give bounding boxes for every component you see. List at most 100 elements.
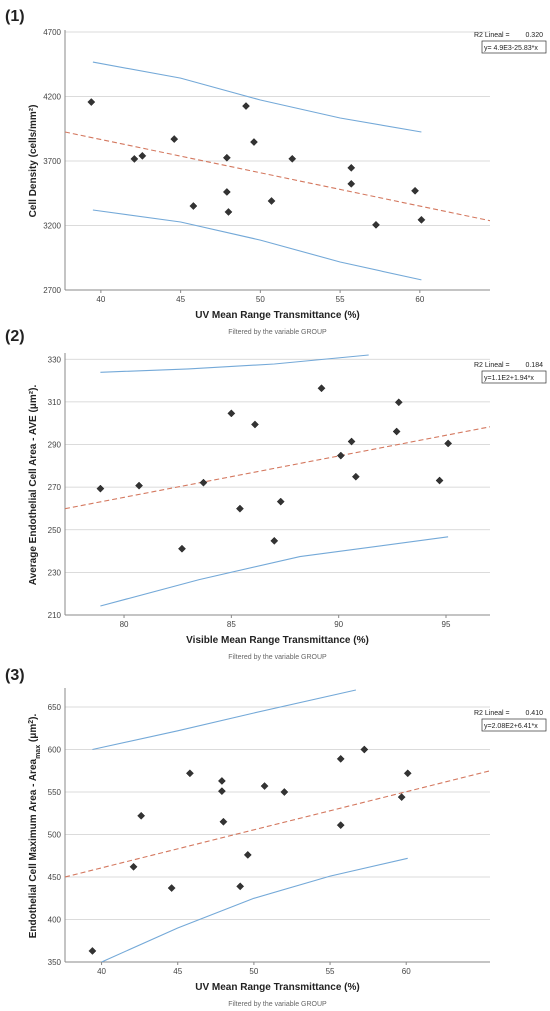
- point: [222, 188, 231, 196]
- point: [317, 384, 326, 393]
- point: [222, 153, 231, 162]
- point: [199, 478, 208, 487]
- x-axis-label: Visible Mean Range Transmittance (%): [186, 635, 369, 646]
- y-tick-label: 650: [48, 703, 62, 712]
- y-axis-label: Endothelial Cell Maximum Area - Areamax …: [28, 714, 42, 939]
- x-tick-label: 55: [336, 295, 345, 304]
- x-tick-label: 60: [415, 295, 424, 304]
- x-tick-label: 85: [227, 620, 236, 629]
- x-tick-label: 90: [334, 620, 343, 629]
- ci-lower-curve: [92, 209, 422, 281]
- y-axis-label-part: Average Endothelial Cell Area - AVE (μm²…: [28, 385, 39, 586]
- point: [411, 186, 419, 195]
- y-axis-label-part: ).: [28, 714, 39, 720]
- y-tick-label: 250: [48, 526, 62, 535]
- point: [260, 782, 269, 790]
- point: [267, 197, 276, 205]
- panel-label: (1): [5, 8, 25, 25]
- x-axis-label: UV Mean Range Transmittance (%): [195, 982, 359, 993]
- x-tick-label: 80: [120, 620, 129, 629]
- point: [251, 420, 259, 429]
- equation: y=1.1E2+1.94*x: [484, 375, 534, 382]
- x-tick-label: 95: [442, 620, 451, 629]
- equation-box: [481, 370, 547, 384]
- point: [227, 409, 236, 418]
- y-axis-label-part: max: [35, 745, 42, 759]
- y-axis-label: Cell Density (cells/mm²): [28, 105, 39, 218]
- r2-value: 0.320: [525, 32, 543, 39]
- point: [242, 102, 250, 110]
- ci-lower-curve: [100, 536, 449, 607]
- point: [218, 787, 226, 796]
- x-tick-label: 55: [326, 967, 335, 976]
- fit-line: [65, 770, 490, 878]
- point: [96, 484, 105, 493]
- ci-lower-curve: [101, 857, 408, 962]
- x-tick-label: 45: [176, 295, 185, 304]
- point: [88, 947, 97, 955]
- y-tick-label: 310: [48, 398, 62, 407]
- y-tick-label: 450: [48, 873, 62, 882]
- y-tick-label: 210: [48, 611, 62, 620]
- point: [276, 497, 285, 506]
- equation-box: [481, 718, 547, 732]
- y-axis-label: Average Endothelial Cell Area - AVE (μm²…: [28, 385, 39, 586]
- x-tick-label: 60: [402, 967, 411, 976]
- y-tick-label: 4700: [43, 28, 61, 37]
- point: [167, 884, 176, 892]
- y-tick-label: 3200: [43, 222, 61, 231]
- point: [218, 777, 226, 785]
- point: [236, 882, 245, 891]
- y-tick-label: 230: [48, 568, 62, 577]
- y-tick-label: 270: [48, 483, 62, 492]
- point: [351, 472, 360, 481]
- x-tick-label: 50: [256, 295, 265, 304]
- point: [224, 208, 233, 216]
- y-tick-label: 330: [48, 355, 62, 364]
- point: [372, 220, 380, 229]
- point: [178, 544, 186, 553]
- point: [392, 427, 401, 436]
- point: [170, 135, 179, 143]
- y-tick-label: 290: [48, 441, 62, 450]
- r2-label: R2 Lineal =: [474, 32, 510, 39]
- note: Filtered by the variable GROUP: [228, 654, 327, 661]
- point: [336, 754, 345, 763]
- point: [347, 163, 356, 172]
- point: [219, 817, 228, 826]
- y-tick-label: 3700: [43, 157, 61, 166]
- y-tick-label: 550: [48, 788, 62, 797]
- x-tick-label: 40: [96, 295, 105, 304]
- y-tick-label: 400: [48, 916, 62, 925]
- point: [129, 862, 138, 871]
- point: [435, 476, 444, 485]
- point: [138, 151, 147, 160]
- ci-upper-curve: [92, 689, 357, 751]
- panel-label: (2): [5, 328, 25, 345]
- point: [250, 138, 258, 146]
- point: [243, 851, 252, 859]
- point: [236, 504, 244, 513]
- point: [186, 769, 194, 778]
- fit-line: [65, 131, 490, 222]
- point: [417, 215, 426, 224]
- point: [347, 437, 356, 446]
- r2-value: 0.184: [525, 362, 543, 369]
- note: Filtered by the variable GROUP: [228, 1001, 327, 1008]
- y-axis-label-part: Endothelial Cell Maximum Area - Area: [28, 758, 39, 938]
- fit-line: [65, 426, 490, 510]
- y-axis-label-part: (μm: [28, 724, 39, 745]
- x-tick-label: 45: [173, 967, 182, 976]
- equation-box: [481, 40, 547, 54]
- y-tick-label: 500: [48, 831, 62, 840]
- point: [270, 536, 279, 545]
- point: [336, 451, 345, 460]
- point: [397, 793, 406, 801]
- r2-label: R2 Lineal =: [474, 710, 510, 717]
- r2-label: R2 Lineal =: [474, 362, 510, 369]
- point: [336, 821, 345, 830]
- x-tick-label: 40: [97, 967, 106, 976]
- y-tick-label: 350: [48, 958, 62, 967]
- y-tick-label: 2700: [43, 286, 61, 295]
